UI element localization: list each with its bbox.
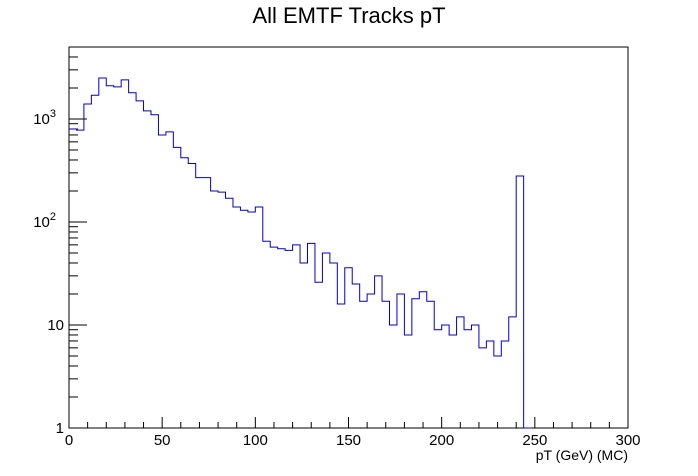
x-tick-label: 100 bbox=[243, 432, 268, 449]
y-tick-label: 102 bbox=[33, 211, 56, 231]
y-tick-base: 10 bbox=[33, 214, 50, 231]
x-tick-label: 300 bbox=[615, 432, 640, 449]
x-tick-label: 200 bbox=[429, 432, 454, 449]
chart-title: All EMTF Tracks pT bbox=[252, 3, 445, 28]
x-tick-label: 50 bbox=[154, 432, 171, 449]
plot-frame bbox=[68, 46, 629, 429]
x-axis-ticks: 0 50 100 150 200 250 300 bbox=[65, 417, 641, 449]
x-tick-label: 150 bbox=[336, 432, 361, 449]
y-tick-label: 10 bbox=[47, 317, 64, 334]
x-tick-label: 0 bbox=[65, 432, 73, 449]
histogram-series-line bbox=[69, 77, 532, 429]
y-tick-label: 1 bbox=[56, 420, 64, 437]
y-tick-exponent: 3 bbox=[50, 108, 56, 120]
x-tick-label: 250 bbox=[522, 432, 547, 449]
y-tick-exponent: 2 bbox=[50, 211, 56, 223]
y-tick-base: 1 bbox=[56, 420, 64, 437]
x-axis-label: pT (GeV) (MC) bbox=[536, 447, 628, 463]
y-tick-base: 10 bbox=[33, 111, 50, 128]
y-tick-label: 103 bbox=[33, 108, 56, 128]
y-tick-base: 10 bbox=[47, 317, 64, 334]
